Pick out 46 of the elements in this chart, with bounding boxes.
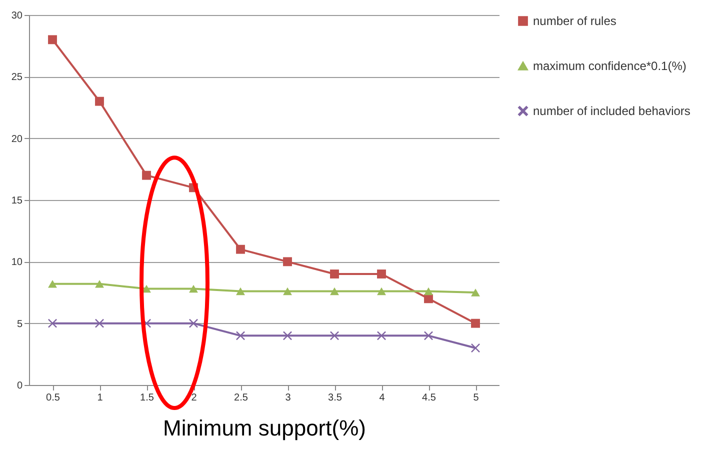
point — [236, 331, 245, 340]
point — [471, 318, 480, 328]
legend-label: maximum confidence*0.1(%) — [533, 59, 686, 73]
y-tick-label: 5 — [16, 318, 23, 330]
x-tick-label: 3.5 — [328, 392, 342, 404]
x-tick-label: 0.5 — [46, 392, 60, 404]
point — [236, 244, 245, 254]
point — [330, 287, 339, 296]
x-tick-label: 1 — [97, 392, 104, 404]
point — [95, 280, 104, 288]
point — [95, 96, 104, 106]
y-tick-label: 30 — [11, 10, 23, 22]
point — [283, 257, 292, 266]
point — [424, 287, 433, 296]
point — [142, 170, 151, 180]
point — [236, 287, 245, 296]
x-tick-label: 3 — [285, 392, 292, 404]
point — [48, 35, 57, 44]
point — [95, 318, 104, 328]
point — [48, 318, 57, 328]
point — [189, 284, 198, 293]
legend-label: number of included behaviors — [533, 104, 690, 118]
point — [330, 331, 339, 340]
x-tick-label: 4.5 — [422, 392, 436, 404]
y-tick-label: 15 — [11, 196, 23, 206]
point — [283, 287, 292, 296]
point — [283, 331, 292, 340]
x-tick-label: 2 — [191, 392, 198, 404]
y-tick-label: 0 — [16, 380, 23, 392]
x-tick-label: 4 — [379, 392, 386, 404]
y-tick-label: 10 — [11, 257, 23, 268]
point — [330, 270, 339, 278]
x-tick-label: 2.5 — [234, 392, 248, 404]
point — [471, 288, 480, 296]
legend-label: number of rules — [533, 14, 616, 28]
point — [377, 331, 386, 340]
point — [377, 270, 386, 278]
point — [189, 318, 198, 328]
point — [377, 287, 386, 296]
x-tick-label: 5 — [473, 392, 480, 404]
y-tick-label: 20 — [11, 134, 23, 145]
point — [48, 280, 57, 288]
x-tick-label: 1.5 — [140, 392, 154, 404]
x-axis-title: Minimum support(%) — [163, 416, 366, 440]
y-tick-label: 25 — [11, 72, 23, 84]
point — [424, 331, 433, 340]
